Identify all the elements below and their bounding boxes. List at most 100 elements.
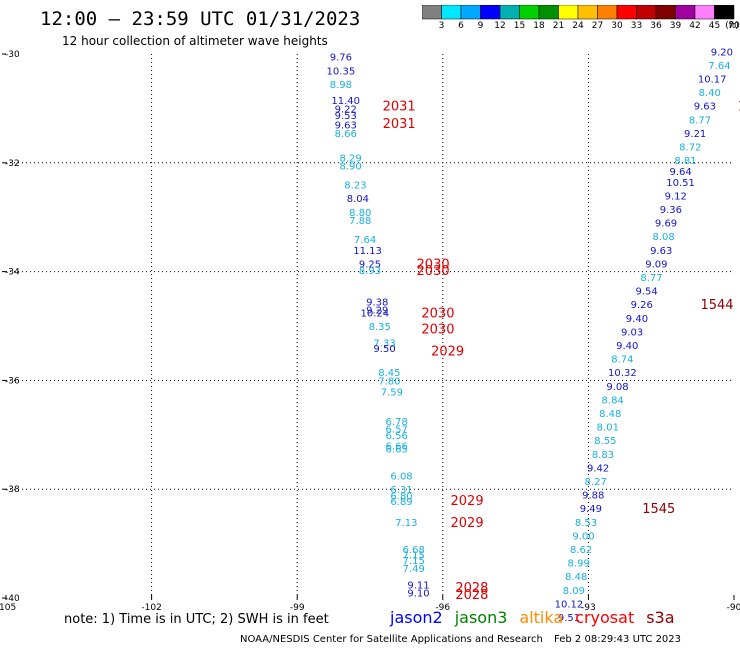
footer-timestamp: Feb 2 08:29:43 UTC 2023: [554, 634, 682, 645]
wave-height-value: 9.09: [645, 259, 667, 270]
wave-height-value: 7.15: [403, 550, 425, 561]
colorbar-label: 33: [630, 21, 643, 31]
legend-entry-s3a: s3a: [646, 608, 675, 627]
wave-height-value: 10.32: [608, 368, 637, 379]
colorbar-label: 45: [708, 21, 721, 31]
wave-height-value: 9.10: [407, 589, 429, 600]
latitude-tick-label: -38: [5, 485, 20, 495]
latitude-tick-label: -30: [5, 50, 20, 60]
pass-time-label: 1544: [700, 298, 733, 313]
colorbar-label: 12: [494, 21, 506, 31]
wave-height-value: 8.77: [640, 273, 662, 284]
wave-height-value: 9.29: [366, 306, 388, 317]
wave-height-value: 8.77: [689, 115, 711, 126]
pass-time-label: 2030: [417, 257, 450, 272]
wave-height-value: 8.48: [599, 409, 621, 420]
wave-height-value: 8.90: [339, 162, 361, 173]
longitude-tick-label: -90: [727, 603, 740, 613]
wave-height-value: 8.98: [330, 80, 352, 91]
longitude-tick-label: -105: [0, 603, 16, 613]
colorbar-label: 21: [552, 21, 565, 31]
wave-height-value: 6.57: [386, 424, 408, 435]
wave-height-value: 9.03: [621, 327, 643, 338]
colorbar-label: 42: [689, 21, 701, 31]
latitude-tick-label: -32: [5, 159, 20, 169]
latitude-tick-label: -36: [5, 376, 20, 386]
wave-height-value: 10.24: [361, 308, 390, 319]
wave-height-value: 10.17: [698, 74, 727, 85]
colorbar-label: 24: [572, 21, 584, 31]
wave-height-value: 6.80: [390, 492, 412, 503]
wave-height-value: 10.51: [666, 178, 695, 189]
wave-height-value: 8.45: [378, 368, 400, 379]
wave-height-value: 8.99: [568, 559, 590, 570]
wave-height-value: 9.53: [335, 111, 357, 122]
wave-height-value: 7.64: [354, 235, 376, 246]
wave-height-value: 7.33: [373, 338, 395, 349]
pass-time-label: 2028: [455, 581, 488, 596]
wave-height-value: 7.15: [403, 556, 425, 567]
pass-time-label: 2031: [383, 100, 416, 115]
wave-height-value: 8.53: [575, 518, 597, 529]
wave-height-value: 10.12: [555, 599, 584, 610]
wave-height-value: 6.66: [386, 442, 408, 453]
wave-height-value: 8.84: [602, 395, 624, 406]
wave-height-value: 6.08: [390, 472, 412, 483]
wave-height-value: 9.11: [407, 580, 429, 591]
wave-height-value: 8.83: [592, 450, 614, 461]
longitude-tick-label: -93: [581, 603, 596, 613]
wave-height-value: 9.12: [665, 191, 687, 202]
wave-height-value: 8.80: [349, 208, 371, 219]
wave-height-value: 6.31: [390, 485, 412, 496]
wave-height-value: 9.76: [330, 53, 352, 64]
wave-height-value: 9.63: [694, 102, 716, 113]
colorbar-labels: 3 6 9 12 15 18 21 24 27 30 33 36 39 42 45 70 (ft): [422, 21, 740, 35]
wave-height-value: 8.72: [679, 142, 701, 153]
footer-agency: NOAA/NESDIS Center for Satellite Applica…: [240, 634, 543, 645]
wave-height-value: 9.54: [636, 287, 658, 298]
wave-height-value: 9.00: [572, 531, 594, 542]
wave-height-value: 6.65: [386, 444, 408, 455]
wave-height-value: 9.63: [650, 246, 672, 257]
latitude-tick-label: -34: [5, 268, 20, 278]
wave-height-value: 8.74: [611, 355, 633, 366]
note-text: note: 1) Time is in UTC; 2) SWH is in fe…: [64, 612, 329, 627]
wave-height-value: 6.89: [390, 497, 412, 508]
wave-height-value: 9.51: [558, 613, 580, 624]
wave-height-value: 8.81: [674, 156, 696, 167]
wave-height-value: 9.40: [616, 341, 638, 352]
wave-height-value: 9.26: [631, 300, 653, 311]
satellite-legend: jason2 jason3 altika cryosat s3a: [390, 608, 687, 627]
colorbar-label: 6: [458, 21, 464, 31]
map-title: 12:00 — 23:59 UTC 01/31/2023: [40, 8, 361, 30]
wave-height-value: 9.20: [711, 47, 733, 58]
wave-height-value: 10.35: [327, 66, 356, 77]
wave-height-value: 8.62: [570, 545, 592, 556]
wave-height-value: 8.48: [565, 572, 587, 583]
latitude-tick-label: -40: [5, 594, 20, 604]
wave-height-value: 6.56: [386, 431, 408, 442]
wave-height-value: 9.88: [582, 491, 604, 502]
wave-height-value: 9.64: [669, 167, 691, 178]
colorbar-label: 15: [513, 21, 526, 31]
wave-height-value: 8.66: [335, 129, 357, 140]
wave-height-value: 8.04: [347, 194, 369, 205]
wave-height-value: 8.55: [594, 436, 616, 447]
pass-time-label: 2029: [431, 344, 464, 359]
wave-height-value: 8.23: [344, 181, 366, 192]
colorbar-label: 70: [728, 21, 740, 31]
wave-height-value: 6.78: [386, 417, 408, 428]
colorbar-label: 3: [438, 21, 445, 31]
wave-height-value: 9.08: [606, 382, 628, 393]
wave-height-value: 7.80: [378, 376, 400, 387]
colorbar-label: 30: [611, 21, 623, 31]
wave-height-value: 7.88: [349, 216, 371, 227]
wave-height-value: 7.13: [395, 518, 417, 529]
wave-height-value: 11.40: [331, 96, 360, 107]
wave-height-value: 9.49: [580, 504, 602, 515]
colorbar-label: 9: [477, 21, 484, 31]
wave-height-value: 8.01: [597, 423, 619, 434]
pass-time-label: 2030: [417, 264, 450, 279]
wave-height-value: 8.35: [369, 322, 391, 333]
wave-height-value: 9.38: [366, 298, 388, 309]
